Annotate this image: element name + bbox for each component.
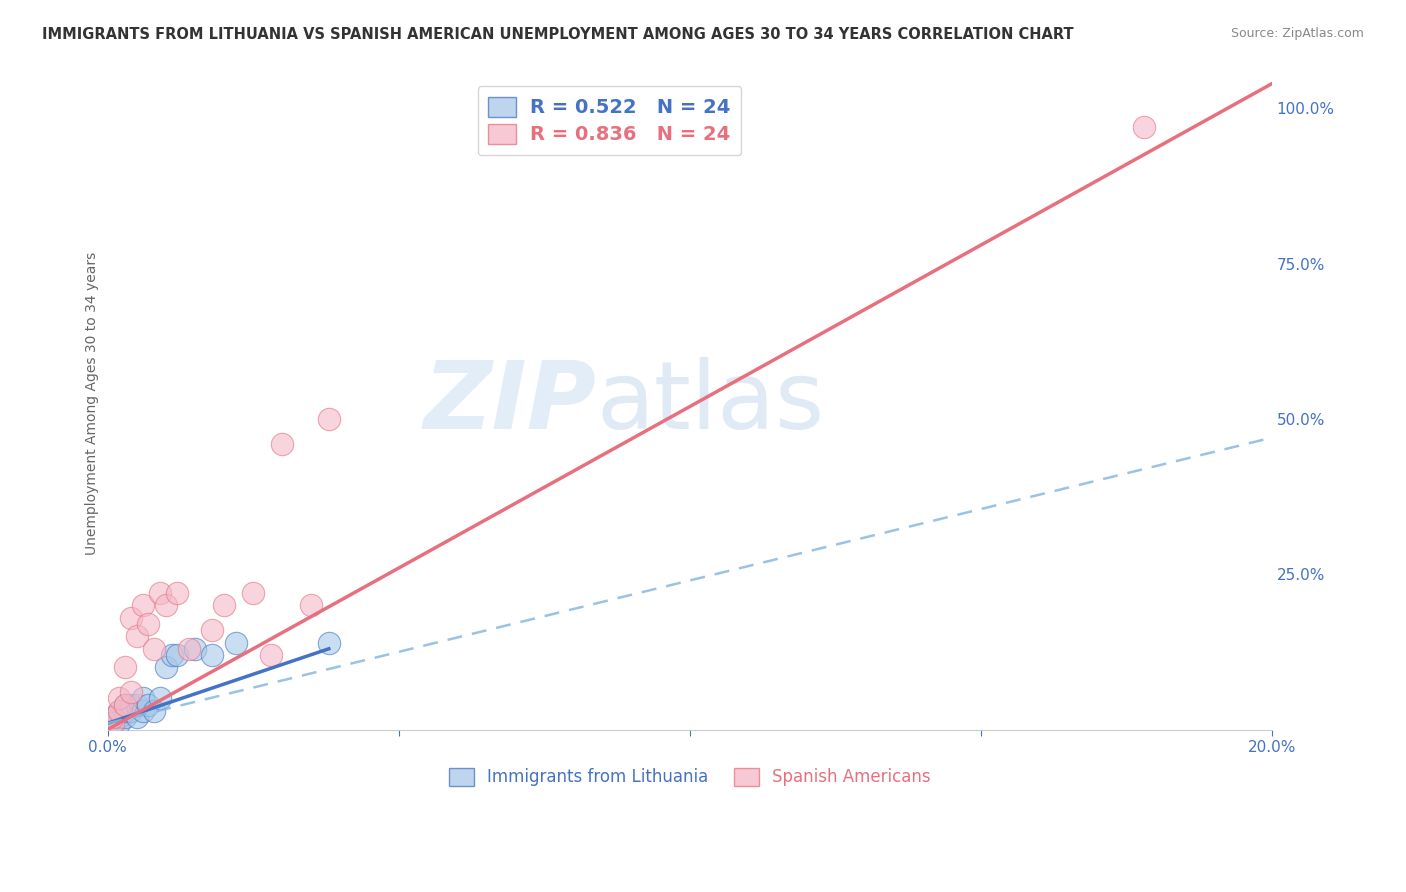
- Point: [108, 704, 131, 718]
- Point: [179, 641, 201, 656]
- Point: [114, 660, 136, 674]
- Point: [103, 716, 125, 731]
- Point: [212, 599, 235, 613]
- Point: [155, 599, 177, 613]
- Point: [114, 698, 136, 712]
- Point: [114, 698, 136, 712]
- Point: [143, 704, 166, 718]
- Text: ZIP: ZIP: [423, 358, 596, 450]
- Point: [125, 629, 148, 643]
- Text: atlas: atlas: [596, 358, 825, 450]
- Point: [125, 698, 148, 712]
- Point: [108, 691, 131, 706]
- Point: [318, 412, 340, 426]
- Point: [242, 586, 264, 600]
- Point: [120, 611, 142, 625]
- Point: [299, 599, 322, 613]
- Point: [103, 710, 125, 724]
- Legend: Immigrants from Lithuania, Spanish Americans: Immigrants from Lithuania, Spanish Ameri…: [443, 761, 938, 793]
- Point: [143, 641, 166, 656]
- Point: [318, 635, 340, 649]
- Point: [184, 641, 207, 656]
- Point: [155, 660, 177, 674]
- Point: [1133, 120, 1156, 135]
- Point: [131, 691, 153, 706]
- Point: [166, 648, 188, 662]
- Point: [125, 710, 148, 724]
- Text: Source: ZipAtlas.com: Source: ZipAtlas.com: [1230, 27, 1364, 40]
- Point: [120, 685, 142, 699]
- Point: [108, 710, 131, 724]
- Point: [166, 586, 188, 600]
- Point: [131, 704, 153, 718]
- Point: [138, 616, 160, 631]
- Point: [149, 691, 172, 706]
- Point: [114, 710, 136, 724]
- Point: [201, 623, 224, 637]
- Point: [120, 704, 142, 718]
- Point: [138, 698, 160, 712]
- Point: [108, 704, 131, 718]
- Point: [103, 716, 125, 731]
- Point: [149, 586, 172, 600]
- Point: [259, 648, 281, 662]
- Point: [114, 704, 136, 718]
- Text: IMMIGRANTS FROM LITHUANIA VS SPANISH AMERICAN UNEMPLOYMENT AMONG AGES 30 TO 34 Y: IMMIGRANTS FROM LITHUANIA VS SPANISH AME…: [42, 27, 1074, 42]
- Point: [108, 716, 131, 731]
- Point: [160, 648, 183, 662]
- Point: [201, 648, 224, 662]
- Point: [225, 635, 247, 649]
- Point: [131, 599, 153, 613]
- Y-axis label: Unemployment Among Ages 30 to 34 years: Unemployment Among Ages 30 to 34 years: [86, 252, 100, 555]
- Point: [120, 698, 142, 712]
- Point: [271, 437, 294, 451]
- Point: [103, 710, 125, 724]
